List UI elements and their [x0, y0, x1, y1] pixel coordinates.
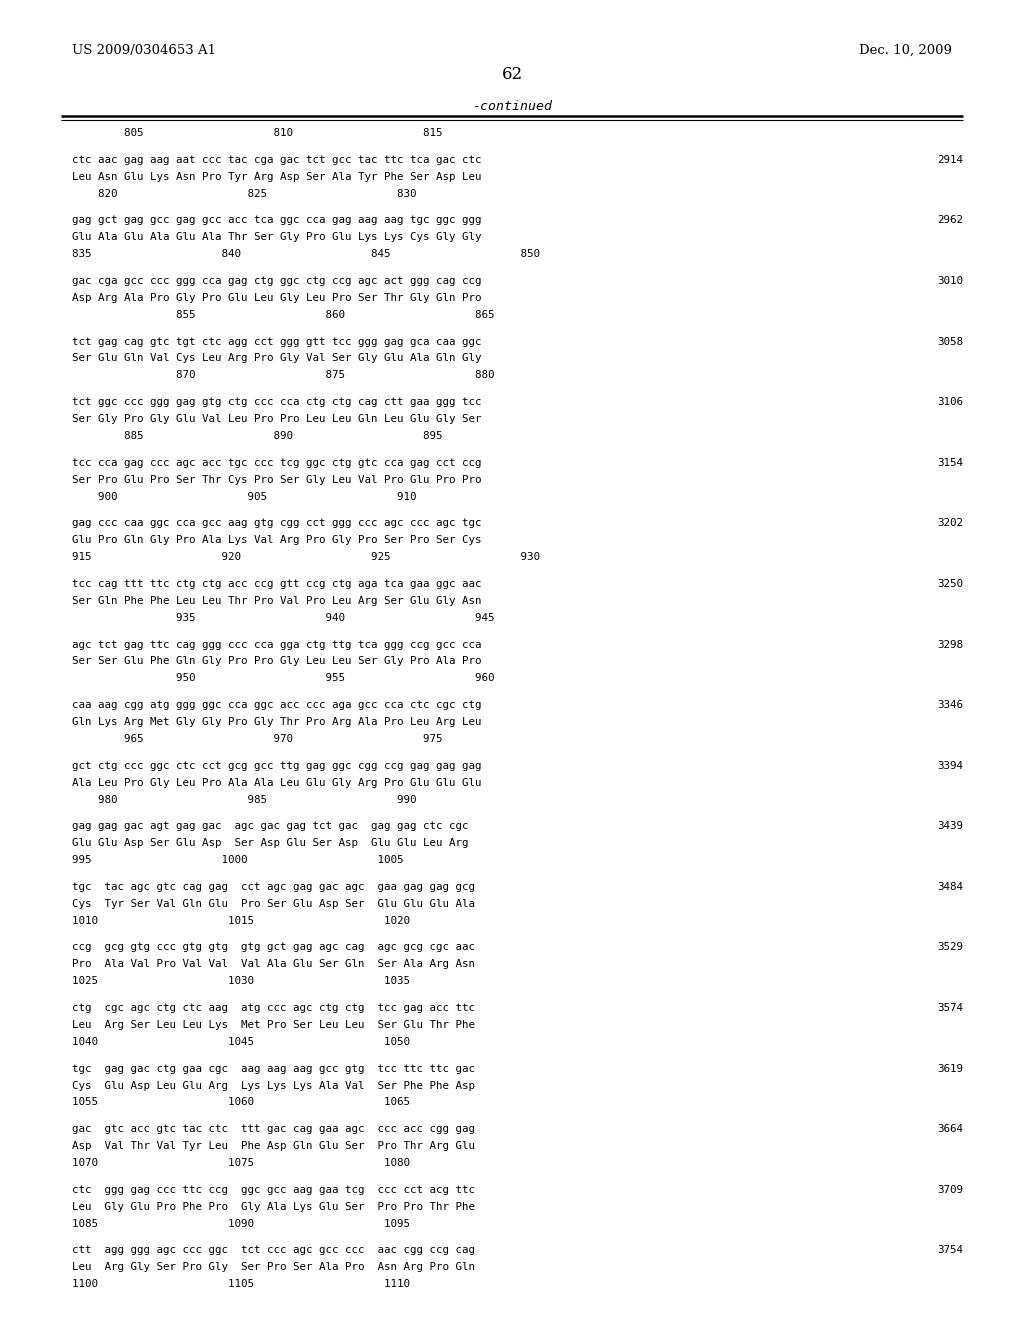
Text: Leu  Arg Gly Ser Pro Gly  Ser Pro Ser Ala Pro  Asn Arg Pro Gln: Leu Arg Gly Ser Pro Gly Ser Pro Ser Ala …: [72, 1262, 475, 1272]
Text: Glu Ala Glu Ala Glu Ala Thr Ser Gly Pro Glu Lys Lys Cys Gly Gly: Glu Ala Glu Ala Glu Ala Thr Ser Gly Pro …: [72, 232, 481, 243]
Text: 3058: 3058: [937, 337, 963, 347]
Text: 1070                    1075                    1080: 1070 1075 1080: [72, 1158, 410, 1168]
Text: 1040                    1045                    1050: 1040 1045 1050: [72, 1038, 410, 1047]
Text: 3574: 3574: [937, 1003, 963, 1012]
Text: tcc cag ttt ttc ctg ctg acc ccg gtt ccg ctg aga tca gaa ggc aac: tcc cag ttt ttc ctg ctg acc ccg gtt ccg …: [72, 579, 481, 589]
Text: 3106: 3106: [937, 397, 963, 407]
Text: 1100                    1105                    1110: 1100 1105 1110: [72, 1279, 410, 1290]
Text: ctt  agg ggg agc ccc ggc  tct ccc agc gcc ccc  aac cgg ccg cag: ctt agg ggg agc ccc ggc tct ccc agc gcc …: [72, 1246, 475, 1255]
Text: Cys  Glu Asp Leu Glu Arg  Lys Lys Lys Ala Val  Ser Phe Phe Asp: Cys Glu Asp Leu Glu Arg Lys Lys Lys Ala …: [72, 1081, 475, 1090]
Text: Ser Gly Pro Gly Glu Val Leu Pro Pro Leu Leu Gln Leu Glu Gly Ser: Ser Gly Pro Gly Glu Val Leu Pro Pro Leu …: [72, 414, 481, 424]
Text: Leu  Gly Glu Pro Phe Pro  Gly Ala Lys Glu Ser  Pro Pro Thr Phe: Leu Gly Glu Pro Phe Pro Gly Ala Lys Glu …: [72, 1201, 475, 1212]
Text: gct ctg ccc ggc ctc cct gcg gcc ttg gag ggc cgg ccg gag gag gag: gct ctg ccc ggc ctc cct gcg gcc ttg gag …: [72, 760, 481, 771]
Text: 3154: 3154: [937, 458, 963, 467]
Text: 820                    825                    830: 820 825 830: [72, 189, 416, 198]
Text: Ser Glu Gln Val Cys Leu Arg Pro Gly Val Ser Gly Glu Ala Gln Gly: Ser Glu Gln Val Cys Leu Arg Pro Gly Val …: [72, 354, 481, 363]
Text: US 2009/0304653 A1: US 2009/0304653 A1: [72, 44, 216, 57]
Text: ctg  cgc agc ctg ctc aag  atg ccc agc ctg ctg  tcc gag acc ttc: ctg cgc agc ctg ctc aag atg ccc agc ctg …: [72, 1003, 475, 1012]
Text: 1010                    1015                    1020: 1010 1015 1020: [72, 916, 410, 925]
Text: agc tct gag ttc cag ggg ccc cca gga ctg ttg tca ggg ccg gcc cca: agc tct gag ttc cag ggg ccc cca gga ctg …: [72, 639, 481, 649]
Text: 3619: 3619: [937, 1064, 963, 1073]
Text: gag ccc caa ggc cca gcc aag gtg cgg cct ggg ccc agc ccc agc tgc: gag ccc caa ggc cca gcc aag gtg cgg cct …: [72, 519, 481, 528]
Text: 835                    840                    845                    850: 835 840 845 850: [72, 249, 540, 259]
Text: 935                    940                    945: 935 940 945: [72, 612, 495, 623]
Text: caa aag cgg atg ggg ggc cca ggc acc ccc aga gcc cca ctc cgc ctg: caa aag cgg atg ggg ggc cca ggc acc ccc …: [72, 700, 481, 710]
Text: Glu Glu Asp Ser Glu Asp  Ser Asp Glu Ser Asp  Glu Glu Leu Arg: Glu Glu Asp Ser Glu Asp Ser Asp Glu Ser …: [72, 838, 468, 849]
Text: 62: 62: [502, 66, 522, 83]
Text: Ala Leu Pro Gly Leu Pro Ala Ala Leu Glu Gly Arg Pro Glu Glu Glu: Ala Leu Pro Gly Leu Pro Ala Ala Leu Glu …: [72, 777, 481, 788]
Text: 1025                    1030                    1035: 1025 1030 1035: [72, 977, 410, 986]
Text: tcc cca gag ccc agc acc tgc ccc tcg ggc ctg gtc cca gag cct ccg: tcc cca gag ccc agc acc tgc ccc tcg ggc …: [72, 458, 481, 467]
Text: Pro  Ala Val Pro Val Val  Val Ala Glu Ser Gln  Ser Ala Arg Asn: Pro Ala Val Pro Val Val Val Ala Glu Ser …: [72, 960, 475, 969]
Text: Gln Lys Arg Met Gly Gly Pro Gly Thr Pro Arg Ala Pro Leu Arg Leu: Gln Lys Arg Met Gly Gly Pro Gly Thr Pro …: [72, 717, 481, 727]
Text: 3394: 3394: [937, 760, 963, 771]
Text: 1055                    1060                    1065: 1055 1060 1065: [72, 1097, 410, 1107]
Text: tct ggc ccc ggg gag gtg ctg ccc cca ctg ctg cag ctt gaa ggg tcc: tct ggc ccc ggg gag gtg ctg ccc cca ctg …: [72, 397, 481, 407]
Text: Dec. 10, 2009: Dec. 10, 2009: [859, 44, 952, 57]
Text: 3529: 3529: [937, 942, 963, 953]
Text: Leu Asn Glu Lys Asn Pro Tyr Arg Asp Ser Ala Tyr Phe Ser Asp Leu: Leu Asn Glu Lys Asn Pro Tyr Arg Asp Ser …: [72, 172, 481, 182]
Text: ctc  ggg gag ccc ttc ccg  ggc gcc aag gaa tcg  ccc cct acg ttc: ctc ggg gag ccc ttc ccg ggc gcc aag gaa …: [72, 1185, 475, 1195]
Text: gac  gtc acc gtc tac ctc  ttt gac cag gaa agc  ccc acc cgg gag: gac gtc acc gtc tac ctc ttt gac cag gaa …: [72, 1125, 475, 1134]
Text: 915                    920                    925                    930: 915 920 925 930: [72, 552, 540, 562]
Text: 3754: 3754: [937, 1246, 963, 1255]
Text: gag gct gag gcc gag gcc acc tca ggc cca gag aag aag tgc ggc ggg: gag gct gag gcc gag gcc acc tca ggc cca …: [72, 215, 481, 226]
Text: 3346: 3346: [937, 700, 963, 710]
Text: gac cga gcc ccc ggg cca gag ctg ggc ctg ccg agc act ggg cag ccg: gac cga gcc ccc ggg cca gag ctg ggc ctg …: [72, 276, 481, 286]
Text: 3709: 3709: [937, 1185, 963, 1195]
Text: 870                    875                    880: 870 875 880: [72, 371, 495, 380]
Text: 995                    1000                    1005: 995 1000 1005: [72, 855, 403, 865]
Text: Asp Arg Ala Pro Gly Pro Glu Leu Gly Leu Pro Ser Thr Gly Gln Pro: Asp Arg Ala Pro Gly Pro Glu Leu Gly Leu …: [72, 293, 481, 302]
Text: 3664: 3664: [937, 1125, 963, 1134]
Text: tgc  gag gac ctg gaa cgc  aag aag aag gcc gtg  tcc ttc ttc gac: tgc gag gac ctg gaa cgc aag aag aag gcc …: [72, 1064, 475, 1073]
Text: Ser Gln Phe Phe Leu Leu Thr Pro Val Pro Leu Arg Ser Glu Gly Asn: Ser Gln Phe Phe Leu Leu Thr Pro Val Pro …: [72, 595, 481, 606]
Text: -continued: -continued: [472, 100, 552, 114]
Text: 3298: 3298: [937, 639, 963, 649]
Text: 900                    905                    910: 900 905 910: [72, 491, 416, 502]
Text: 980                    985                    990: 980 985 990: [72, 795, 416, 804]
Text: Ser Ser Glu Phe Gln Gly Pro Pro Gly Leu Leu Ser Gly Pro Ala Pro: Ser Ser Glu Phe Gln Gly Pro Pro Gly Leu …: [72, 656, 481, 667]
Text: ctc aac gag aag aat ccc tac cga gac tct gcc tac ttc tca gac ctc: ctc aac gag aag aat ccc tac cga gac tct …: [72, 154, 481, 165]
Text: Cys  Tyr Ser Val Gln Glu  Pro Ser Glu Asp Ser  Glu Glu Glu Ala: Cys Tyr Ser Val Gln Glu Pro Ser Glu Asp …: [72, 899, 475, 908]
Text: Ser Pro Glu Pro Ser Thr Cys Pro Ser Gly Leu Val Pro Glu Pro Pro: Ser Pro Glu Pro Ser Thr Cys Pro Ser Gly …: [72, 475, 481, 484]
Text: tgc  tac agc gtc cag gag  cct agc gag gac agc  gaa gag gag gcg: tgc tac agc gtc cag gag cct agc gag gac …: [72, 882, 475, 892]
Text: tct gag cag gtc tgt ctc agg cct ggg gtt tcc ggg gag gca caa ggc: tct gag cag gtc tgt ctc agg cct ggg gtt …: [72, 337, 481, 347]
Text: 805                    810                    815: 805 810 815: [72, 128, 442, 139]
Text: 965                    970                    975: 965 970 975: [72, 734, 442, 744]
Text: ccg  gcg gtg ccc gtg gtg  gtg gct gag agc cag  agc gcg cgc aac: ccg gcg gtg ccc gtg gtg gtg gct gag agc …: [72, 942, 475, 953]
Text: 2962: 2962: [937, 215, 963, 226]
Text: gag gag gac agt gag gac  agc gac gag tct gac  gag gag ctc cgc: gag gag gac agt gag gac agc gac gag tct …: [72, 821, 468, 832]
Text: 1085                    1090                    1095: 1085 1090 1095: [72, 1218, 410, 1229]
Text: Glu Pro Gln Gly Pro Ala Lys Val Arg Pro Gly Pro Ser Pro Ser Cys: Glu Pro Gln Gly Pro Ala Lys Val Arg Pro …: [72, 535, 481, 545]
Text: 3484: 3484: [937, 882, 963, 892]
Text: 2914: 2914: [937, 154, 963, 165]
Text: Leu  Arg Ser Leu Leu Lys  Met Pro Ser Leu Leu  Ser Glu Thr Phe: Leu Arg Ser Leu Leu Lys Met Pro Ser Leu …: [72, 1020, 475, 1030]
Text: 885                    890                    895: 885 890 895: [72, 430, 442, 441]
Text: 950                    955                    960: 950 955 960: [72, 673, 495, 684]
Text: 855                    860                    865: 855 860 865: [72, 310, 495, 319]
Text: Asp  Val Thr Val Tyr Leu  Phe Asp Gln Glu Ser  Pro Thr Arg Glu: Asp Val Thr Val Tyr Leu Phe Asp Gln Glu …: [72, 1142, 475, 1151]
Text: 3439: 3439: [937, 821, 963, 832]
Text: 3010: 3010: [937, 276, 963, 286]
Text: 3202: 3202: [937, 519, 963, 528]
Text: 3250: 3250: [937, 579, 963, 589]
